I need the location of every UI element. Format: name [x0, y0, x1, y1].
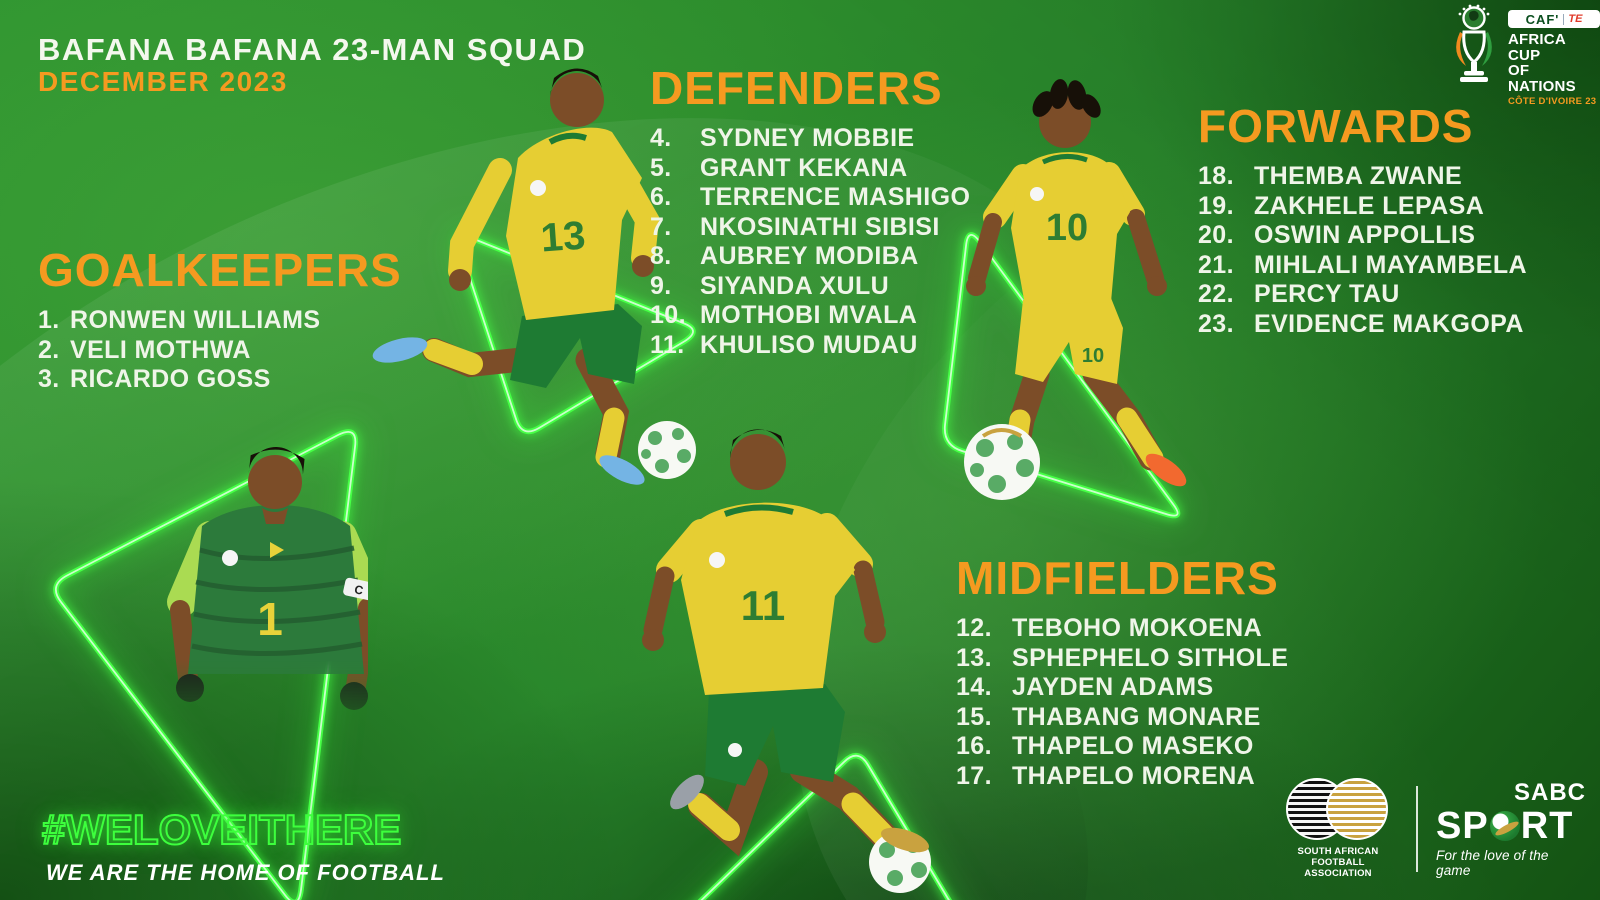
- safa-gold-ball-icon: [1326, 778, 1388, 840]
- afcon-title-line1: AFRICA CUP: [1508, 31, 1566, 64]
- captain-armband-letter: C: [353, 582, 365, 598]
- list-item: 23. EVIDENCE MAKGOPA: [1198, 309, 1524, 338]
- list-item: 22. PERCY TAU: [1198, 280, 1400, 308]
- player-photo-right-forward: 10 10: [964, 79, 1187, 500]
- section-midfielders: MIDFIELDERS 12. TEBOHO MOKOENA 13. SPHEPHE…: [956, 554, 1288, 791]
- list-item: 17. THAPELO MORENA: [956, 761, 1256, 790]
- list-item: 8. AUBREY MODIBA: [650, 242, 919, 270]
- hashtag-neon-text: #WELOVEITHERE: [41, 805, 402, 854]
- poster-subtitle-date: DECEMBER 2023: [38, 66, 288, 97]
- forwards-list: 18. THEMBA ZWANE 19. ZAKHELE LEPASA 20. OSW…: [1198, 162, 1527, 339]
- sabc-sport-ball-icon: [1489, 811, 1520, 841]
- sabc-tagline: For the love of the game: [1436, 848, 1549, 878]
- sabc-sport-right: RT: [1520, 805, 1574, 847]
- midfielders-list: 12. TEBOHO MOKOENA 13. SPHEPHELO SITHOLE 1…: [956, 614, 1288, 791]
- section-goalkeepers: GOALKEEPERS 1. RONWEN WILLIAMS 2. VELI MOT…: [38, 246, 402, 395]
- safa-label-line1: SOUTH AFRICAN: [1297, 846, 1379, 857]
- totalenergies-mark: TE: [1568, 13, 1583, 25]
- jersey-number-11: 11: [741, 582, 785, 629]
- list-item: 5. GRANT KEKANA: [650, 153, 908, 182]
- sabc-wordmark: SABC: [1513, 779, 1586, 806]
- poster-title: BAFANA BAFANA 23-MAN SQUAD: [38, 32, 587, 67]
- list-item: 9. SIYANDA XULU: [650, 271, 890, 300]
- goalkeepers-header: GOALKEEPERS: [38, 244, 402, 296]
- list-item: 7. NKOSINATHI SIBISI: [650, 212, 940, 241]
- section-forwards: FORWARDS 18. THEMBA ZWANE 19. ZAKHELE LEPA…: [1198, 102, 1527, 339]
- list-item: 4. SYDNEY MOBBIE: [650, 124, 915, 152]
- list-item: 6. TERRENCE MASHIGO: [650, 183, 971, 211]
- list-item: 3. RICARDO GOSS: [38, 365, 271, 393]
- afcon-host-line: CÔTE D'IVOIRE 23: [1508, 96, 1597, 107]
- list-item: 11. KHULISO MUDAU: [650, 330, 918, 359]
- section-defenders: DEFENDERS 4. SYDNEY MOBBIE 5. GRANT KEKANA…: [650, 64, 970, 360]
- list-item: 1. RONWEN WILLIAMS: [38, 306, 321, 334]
- list-item: 12. TEBOHO MOKOENA: [956, 614, 1263, 642]
- safa-label-line2: FOOTBALL ASSOCIATION: [1304, 857, 1372, 879]
- player-photo-goalkeeper: 1 C: [167, 446, 368, 710]
- list-item: 2. VELI MOTHWA: [38, 335, 251, 364]
- afcon-title-line2: OF NATIONS: [1508, 62, 1576, 95]
- partner-divider: [1416, 785, 1418, 872]
- list-item: 19. ZAKHELE LEPASA: [1198, 191, 1485, 220]
- player-photo-bottom-midfielder: 11: [642, 429, 931, 893]
- list-item: 16. THAPELO MASEKO: [956, 732, 1254, 760]
- partner-logos: SOUTH AFRICAN FOOTBALL ASSOCIATION SABC …: [1278, 778, 1586, 879]
- list-item: 21. MIHLALI MAYAMBELA: [1198, 250, 1528, 279]
- caf-sponsor-pill: CAF' TE: [1508, 10, 1600, 28]
- jersey-number-13: 13: [539, 214, 586, 261]
- sabc-sport-left: SP: [1436, 805, 1489, 847]
- afcon-trophy-icon: [1456, 4, 1492, 82]
- caf-wordmark: CAF': [1525, 11, 1560, 27]
- goalkeepers-list: 1. RONWEN WILLIAMS 2. VELI MOTHWA 3. RICARD…: [38, 306, 402, 395]
- afcon-logo: CAF' TE AFRICA CUP OF NATIONS CÔTE D'IVO…: [1446, 4, 1600, 107]
- goalkeeper-number-1: 1: [257, 593, 283, 645]
- list-item: 14. JAYDEN ADAMS: [956, 673, 1214, 701]
- jersey-number-10: 10: [1046, 207, 1088, 249]
- player-photo-top-defender: 13: [372, 68, 696, 485]
- midfielders-header: MIDFIELDERS: [956, 552, 1279, 604]
- safa-balls-icon: [1278, 778, 1398, 842]
- pill-divider: [1563, 13, 1565, 25]
- defenders-list: 4. SYDNEY MOBBIE 5. GRANT KEKANA 6. TERRENC…: [650, 124, 970, 360]
- list-item: 18. THEMBA ZWANE: [1198, 162, 1463, 190]
- shorts-number-10: 10: [1082, 345, 1104, 367]
- footer-tagline: WE ARE THE HOME OF FOOTBALL: [46, 860, 445, 885]
- list-item: 20. OSWIN APPOLLIS: [1198, 221, 1476, 249]
- list-item: 10. MOTHOBI MVALA: [650, 301, 918, 329]
- list-item: 15. THABANG MONARE: [956, 702, 1261, 731]
- safa-logo: SOUTH AFRICAN FOOTBALL ASSOCIATION: [1278, 778, 1398, 879]
- forwards-header: FORWARDS: [1198, 100, 1474, 152]
- defenders-header: DEFENDERS: [650, 62, 943, 114]
- list-item: 13. SPHEPHELO SITHOLE: [956, 643, 1289, 672]
- sabc-sport-logo: SABC SP RT For the love of the game: [1436, 779, 1586, 878]
